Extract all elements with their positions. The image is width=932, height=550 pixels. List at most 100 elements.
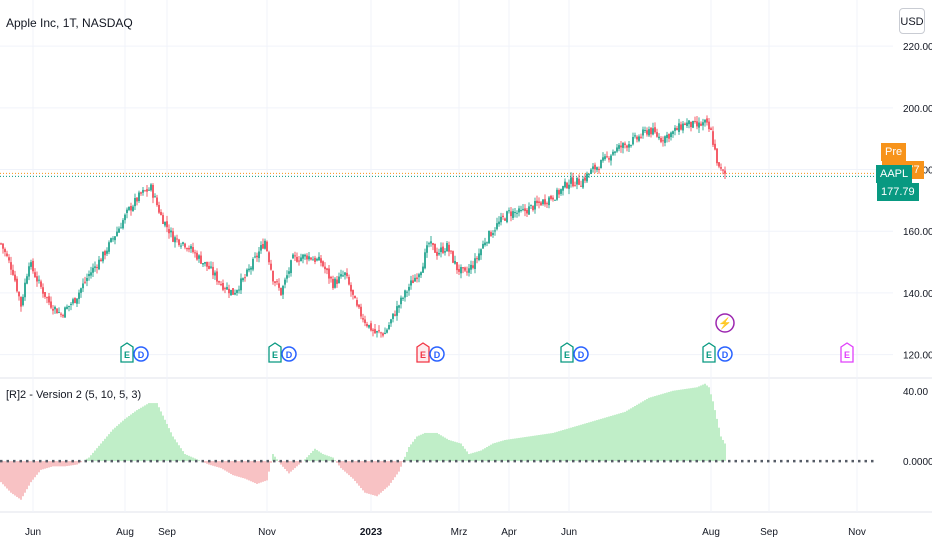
candle-body: [174, 237, 176, 243]
histogram-bar: [564, 429, 566, 462]
histogram-bar: [60, 461, 62, 467]
candle-body: [592, 166, 594, 169]
histogram-bar: [356, 461, 358, 484]
histogram-bar: [192, 457, 194, 462]
candle-body: [178, 239, 180, 245]
histogram-bar: [174, 439, 176, 462]
histogram-bar: [658, 394, 660, 462]
candle-body: [264, 240, 266, 249]
histogram-bar: [18, 461, 20, 499]
candle-body: [594, 164, 596, 170]
histogram-bar: [10, 461, 12, 493]
candle-body: [460, 267, 462, 274]
candle-body: [330, 276, 332, 279]
candle-body: [398, 305, 400, 308]
candle-body: [66, 306, 68, 309]
histogram-bar: [514, 438, 516, 462]
histogram-bar: [480, 450, 482, 462]
candle-body: [72, 299, 74, 304]
histogram-bar: [128, 415, 130, 462]
candle-body: [394, 314, 396, 316]
histogram-bar: [280, 461, 282, 465]
candle-body: [156, 197, 158, 206]
histogram-bar: [324, 454, 326, 462]
histogram-bar: [612, 415, 614, 462]
histogram-bar: [118, 424, 120, 462]
candle-body: [686, 122, 688, 127]
candle-body: [154, 196, 156, 198]
histogram-bar: [210, 461, 212, 466]
candle-body: [90, 272, 92, 276]
earnings-icon: [702, 342, 716, 363]
candle-body: [308, 256, 310, 260]
candle-body: [76, 298, 78, 304]
candle-body: [672, 131, 674, 134]
histogram-bar: [16, 461, 18, 497]
histogram-bar: [722, 439, 724, 462]
histogram-bar: [496, 442, 498, 462]
histogram-bar: [522, 437, 524, 462]
candle-body: [30, 262, 32, 267]
histogram-bar: [472, 452, 474, 462]
earnings-glyph: E: [844, 350, 850, 360]
candle-body: [490, 232, 492, 237]
candle-body: [152, 184, 154, 198]
histogram-bar: [482, 449, 484, 462]
histogram-bar: [62, 461, 64, 467]
histogram-bar: [146, 404, 148, 462]
candle-body: [172, 231, 174, 242]
histogram-bar: [360, 461, 362, 489]
histogram-bar: [520, 437, 522, 462]
histogram-bar: [230, 461, 232, 474]
candle-body: [496, 223, 498, 230]
histogram-bar: [90, 455, 92, 462]
histogram-bar: [484, 448, 486, 462]
candle-body: [208, 265, 210, 269]
candle-body: [312, 259, 314, 261]
candle-body: [566, 182, 568, 189]
histogram-bar: [532, 435, 534, 462]
histogram-bar: [314, 448, 316, 462]
candle-body: [640, 136, 642, 138]
currency-button[interactable]: USD: [899, 8, 925, 34]
candle-body: [374, 329, 376, 334]
histogram-bar: [502, 440, 504, 462]
histogram-bar: [394, 461, 396, 478]
histogram-bar: [388, 461, 390, 486]
histogram-bar: [226, 461, 228, 472]
histogram-bar: [116, 425, 118, 462]
histogram-bar: [372, 461, 374, 496]
candle-body: [158, 204, 160, 213]
histogram-bar: [224, 461, 226, 471]
histogram-bar: [36, 461, 38, 475]
candle-body: [564, 181, 566, 188]
candle-body: [254, 256, 256, 258]
dividend-glyph: D: [722, 350, 729, 360]
candle-body: [288, 271, 290, 274]
histogram-bar: [430, 432, 432, 462]
candle-body: [420, 272, 422, 276]
histogram-bar: [208, 461, 210, 465]
candle-body: [364, 319, 366, 324]
candle-body: [560, 189, 562, 194]
candle-body: [102, 251, 104, 262]
candle-body: [338, 276, 340, 284]
candle-body: [322, 261, 324, 267]
candle-body: [352, 289, 354, 295]
candle-body: [350, 284, 352, 292]
histogram-bar: [140, 407, 142, 462]
histogram-bar: [120, 422, 122, 462]
candle-body: [614, 151, 616, 153]
candle-body: [38, 279, 40, 281]
candle-body: [712, 131, 714, 145]
histogram-bar: [384, 461, 386, 490]
histogram-bar: [556, 431, 558, 462]
histogram-bar: [470, 453, 472, 462]
candle-body: [256, 255, 258, 258]
histogram-bar: [690, 388, 692, 462]
histogram-bar: [654, 396, 656, 462]
candle-body: [46, 297, 48, 299]
histogram-bar: [162, 415, 164, 462]
price-tick-label: 220.00: [903, 42, 932, 53]
